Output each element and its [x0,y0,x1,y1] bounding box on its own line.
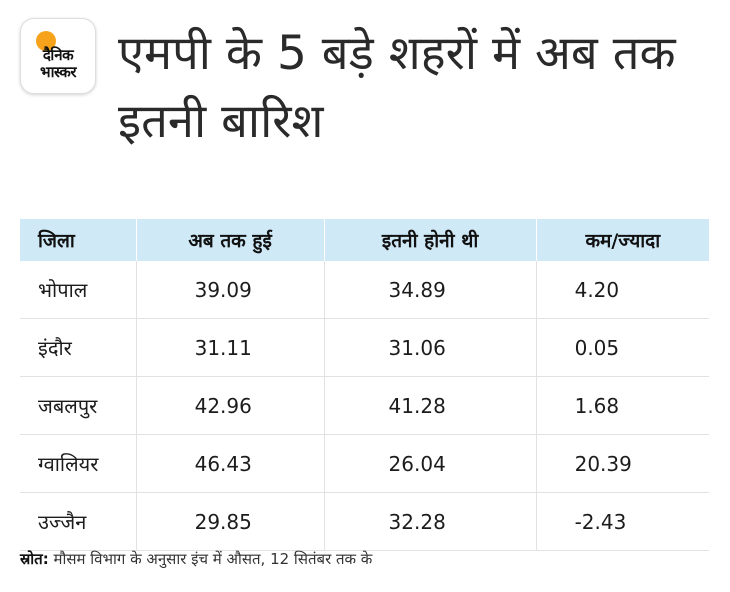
cell-difference: -2.43 [535,492,709,551]
cell-actual: 29.85 [135,492,325,551]
table-row: भोपाल 39.09 34.89 4.20 [20,261,709,319]
cell-difference: 4.20 [535,261,709,319]
cell-district: जबलपुर [20,376,137,435]
cell-actual: 39.09 [135,261,325,319]
cell-difference: 0.05 [535,318,709,377]
table-row: उज्जैन 29.85 32.28 -2.43 [20,492,709,551]
cell-actual: 42.96 [135,376,325,435]
cell-expected: 34.89 [323,261,537,319]
table-row: इंदौर 31.11 31.06 0.05 [20,318,709,377]
source-label: स्रोत: [20,550,49,568]
page-title: एमपी के 5 बड़े शहरों में अब तक इतनी बारि… [118,26,676,149]
cell-difference: 1.68 [535,376,709,435]
cell-expected: 26.04 [323,434,537,493]
cell-district: इंदौर [20,318,137,377]
column-header-district: जिला [20,219,137,261]
sun-icon [36,31,56,51]
column-header-expected: इतनी होनी थी [323,219,537,261]
column-header-actual: अब तक हुई [135,219,325,261]
table-row: जबलपुर 42.96 41.28 1.68 [20,376,709,435]
cell-district: ग्वालियर [20,434,137,493]
cell-actual: 31.11 [135,318,325,377]
cell-expected: 31.06 [323,318,537,377]
cell-district: भोपाल [20,261,137,319]
source-text: मौसम विभाग के अनुसार इंच में औसत, 12 सित… [48,550,373,568]
cell-difference: 20.39 [535,434,709,493]
logo-line-2: भास्कर [40,63,76,81]
table-row: ग्वालियर 46.43 26.04 20.39 [20,434,709,493]
rainfall-table: जिला अब तक हुई इतनी होनी थी कम/ज्यादा भो… [20,219,709,551]
cell-expected: 32.28 [323,492,537,551]
cell-district: उज्जैन [20,492,137,551]
cell-expected: 41.28 [323,376,537,435]
dainik-bhaskar-logo: दैनिक भास्कर [20,18,96,94]
logo-line-1: दैनिक [42,46,74,64]
source-note: स्रोत: मौसम विभाग के अनुसार इंच में औसत,… [20,549,710,569]
cell-actual: 46.43 [135,434,325,493]
column-header-difference: कम/ज्यादा [535,219,709,261]
table-header-row: जिला अब तक हुई इतनी होनी थी कम/ज्यादा [20,219,709,261]
